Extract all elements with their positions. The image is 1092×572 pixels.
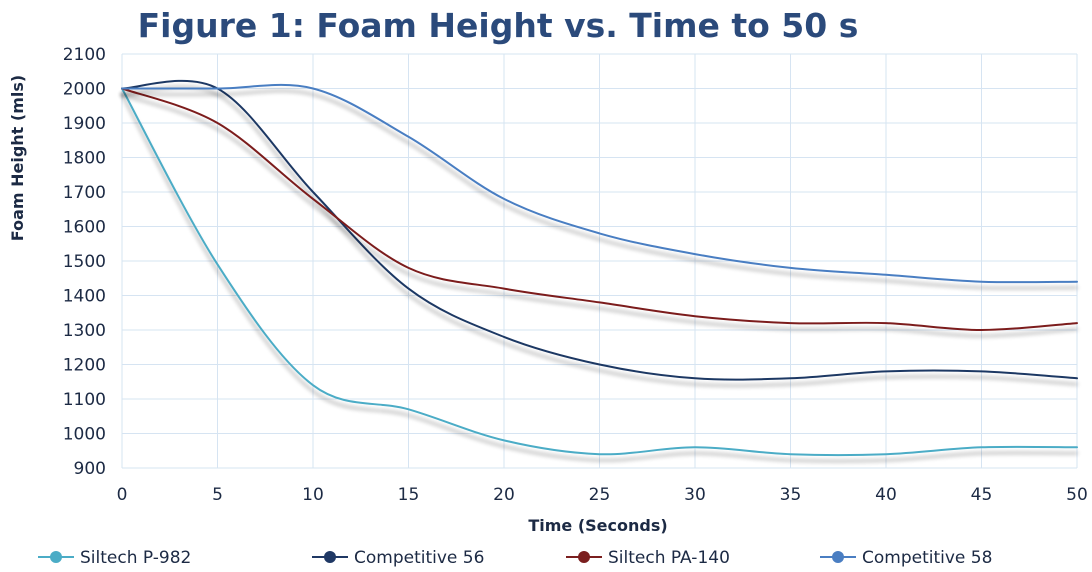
x-axis-ticks: 0 5 10 15 20 25 30 35 40 45 50 xyxy=(117,485,1088,505)
x-tick-label: 40 xyxy=(875,485,897,505)
x-tick-label: 10 xyxy=(302,485,324,505)
legend-label: Siltech P-982 xyxy=(80,548,191,568)
y-tick-label: 1200 xyxy=(63,356,106,376)
y-axis-title: Foam Height (mls) xyxy=(8,75,27,241)
x-tick-label: 35 xyxy=(780,485,802,505)
legend-marker xyxy=(50,551,62,563)
series-line-siltech-p-982 xyxy=(121,87,1078,457)
y-tick-label: 2000 xyxy=(63,80,106,100)
x-tick-label: 5 xyxy=(212,485,223,505)
grid xyxy=(121,53,1078,469)
y-tick-label: 1100 xyxy=(63,390,106,410)
y-tick-label: 1900 xyxy=(63,114,106,134)
y-tick-label: 1800 xyxy=(63,149,106,169)
legend: Siltech P-982 Competitive 56 Siltech PA-14… xyxy=(38,548,992,568)
legend-marker xyxy=(324,551,336,563)
x-tick-label: 20 xyxy=(493,485,515,505)
y-tick-label: 1000 xyxy=(63,425,106,445)
y-tick-label: 1500 xyxy=(63,252,106,272)
legend-marker xyxy=(832,551,844,563)
series-line-competitive-56 xyxy=(121,79,1078,381)
legend-item-siltech-p-982[interactable]: Siltech P-982 xyxy=(38,548,191,568)
series-line-competitive-58 xyxy=(121,83,1078,284)
y-tick-label: 900 xyxy=(74,459,106,479)
x-tick-label: 50 xyxy=(1066,485,1088,505)
y-axis-ticks: 900 1000 1100 1200 1300 1400 1500 1600 1700 1800 1… xyxy=(63,45,106,479)
legend-item-competitive-58[interactable]: Competitive 58 xyxy=(820,548,992,568)
x-tick-label: 0 xyxy=(117,485,128,505)
y-tick-label: 1400 xyxy=(63,287,106,307)
legend-label: Siltech PA-140 xyxy=(608,548,730,568)
legend-label: Competitive 56 xyxy=(354,548,484,568)
chart-title: Figure 1: Foam Height vs. Time to 50 s xyxy=(138,6,859,45)
x-tick-label: 45 xyxy=(971,485,993,505)
x-tick-label: 15 xyxy=(398,485,420,505)
x-tick-label: 30 xyxy=(684,485,706,505)
legend-item-competitive-56[interactable]: Competitive 56 xyxy=(312,548,484,568)
y-tick-label: 1300 xyxy=(63,321,106,341)
x-tick-label: 25 xyxy=(589,485,611,505)
y-tick-label: 1700 xyxy=(63,183,106,203)
series-lines xyxy=(121,79,1078,457)
series-line-siltech-pa-140 xyxy=(121,87,1078,331)
legend-label: Competitive 58 xyxy=(862,548,992,568)
y-tick-label: 2100 xyxy=(63,45,106,65)
legend-marker xyxy=(578,551,590,563)
y-tick-label: 1600 xyxy=(63,218,106,238)
legend-item-siltech-pa-140[interactable]: Siltech PA-140 xyxy=(566,548,730,568)
x-axis-title: Time (Seconds) xyxy=(528,516,667,535)
